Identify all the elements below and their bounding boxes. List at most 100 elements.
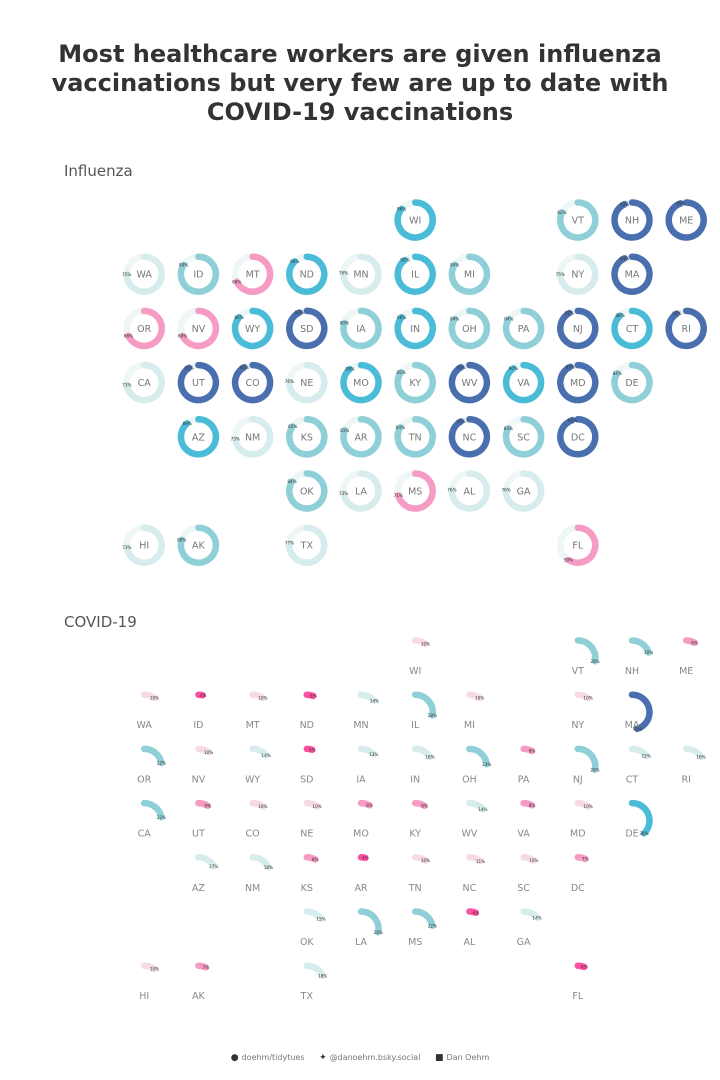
donut-arc	[448, 361, 491, 404]
value-label: 14%	[370, 699, 379, 704]
value-label: 28%	[590, 767, 599, 772]
value-label: 68%	[124, 333, 133, 338]
state-tile-la: LA 28%	[355, 908, 383, 948]
butterfly-icon: ✦	[319, 1053, 327, 1063]
state-label: DC	[571, 883, 585, 894]
state-tile-va: VA 90%	[502, 361, 545, 404]
state-tile-tx: TX 77%	[285, 524, 328, 566]
state-tile-sc: SC 83%	[502, 416, 545, 458]
donut-arc	[231, 307, 274, 350]
state-tile-mi: MI 84%	[448, 253, 491, 295]
state-tile-az: AZ 17%	[192, 854, 218, 894]
donut-arc	[411, 799, 428, 810]
donut-arc	[448, 253, 491, 295]
value-label: 4%	[362, 855, 369, 860]
donut-arc	[195, 799, 212, 810]
donut-arc	[466, 745, 491, 768]
state-tile-tx: TX 18%	[300, 962, 327, 1002]
state-tile-ut: UT 91%	[177, 361, 220, 404]
state-tile-wv: WV 92%	[448, 361, 491, 404]
state-label: WA	[137, 270, 153, 281]
footer-bluesky[interactable]: ✦ @danoehm.bsky.social	[319, 1053, 420, 1063]
state-tile-nh: NH 93%	[611, 199, 653, 241]
value-label: 9%	[204, 803, 211, 808]
donut-arc	[303, 745, 316, 754]
value-label: 86%	[397, 206, 406, 211]
donut-arc	[565, 524, 599, 566]
value-label: 84%	[179, 262, 188, 267]
value-label: 76%	[339, 271, 348, 276]
state-tile-al: AL 6%	[464, 908, 480, 948]
donut-arc	[466, 908, 480, 916]
donut-arc	[574, 799, 592, 810]
state-label: HI	[139, 991, 149, 1002]
donut-arc	[574, 691, 592, 702]
donut-arc	[574, 962, 588, 971]
state-label: ID	[193, 270, 203, 281]
state-label: NE	[300, 829, 313, 840]
donut-arc	[611, 253, 653, 295]
value-label: 93%	[566, 364, 575, 369]
state-tile-il: IL 28%	[411, 691, 437, 731]
value-label: 75%	[122, 272, 131, 277]
value-label: 68%	[178, 333, 187, 338]
value-label: 88%	[290, 259, 299, 264]
state-tile-ks: KS 85%	[286, 416, 328, 458]
footer-github[interactable]: ● doehm/tidytues	[231, 1053, 305, 1063]
donut-arc	[249, 854, 272, 871]
donut-arc	[394, 199, 436, 241]
donut-arc	[628, 799, 653, 837]
value-label: 81%	[340, 428, 349, 433]
donut-arc	[394, 416, 436, 458]
state-tile-ct: CT 15%	[626, 745, 651, 785]
donut-arc	[502, 361, 545, 404]
state-label: OH	[462, 774, 477, 785]
donut-arc	[502, 307, 545, 350]
state-label: NV	[192, 774, 206, 785]
state-label: PA	[518, 324, 530, 335]
donut-arc	[233, 253, 274, 295]
donut-arc	[357, 799, 373, 809]
value-label: 15%	[642, 754, 651, 759]
state-label: MT	[246, 720, 260, 731]
state-label: HI	[139, 541, 149, 552]
value-label: 38%	[639, 831, 648, 836]
donut-arc	[195, 691, 206, 699]
value-label: 91%	[184, 365, 193, 370]
donut-arc	[177, 253, 220, 295]
state-tile-ca: CA 22%	[138, 799, 166, 840]
donut-arc	[357, 854, 369, 862]
donut-arc	[411, 908, 436, 929]
value-label: 86%	[397, 315, 406, 320]
state-label: NH	[625, 666, 639, 677]
state-tile-mt: MT 68%	[231, 253, 274, 295]
state-tile-oh: OH 23%	[462, 745, 491, 785]
donut-arc	[557, 361, 599, 404]
state-tile-nc: NC 11%	[463, 854, 485, 894]
state-label: SD	[300, 324, 313, 335]
donut-arc	[140, 745, 165, 767]
state-label: LA	[355, 487, 368, 498]
value-label: 9%	[421, 803, 428, 808]
donut-arc	[557, 199, 599, 241]
value-label: 93%	[620, 202, 629, 207]
state-tile-in: IN 16%	[410, 745, 435, 785]
value-label: 85%	[396, 370, 405, 375]
state-label: SC	[517, 883, 530, 894]
value-label: 10%	[583, 696, 592, 701]
value-label: 75%	[556, 272, 565, 277]
state-label: WI	[409, 666, 421, 677]
state-tile-ks: KS 8%	[301, 854, 319, 894]
footer-linkedin[interactable]: ■ Dan Oehm	[435, 1053, 489, 1063]
donut-arc	[249, 745, 270, 759]
state-label: MD	[570, 378, 586, 389]
state-label: WY	[245, 774, 260, 785]
value-label: 71%	[394, 493, 403, 498]
value-label: 6%	[473, 910, 480, 915]
state-label: NY	[571, 720, 584, 731]
value-label: 77%	[285, 541, 294, 546]
donut-arc	[303, 799, 321, 810]
